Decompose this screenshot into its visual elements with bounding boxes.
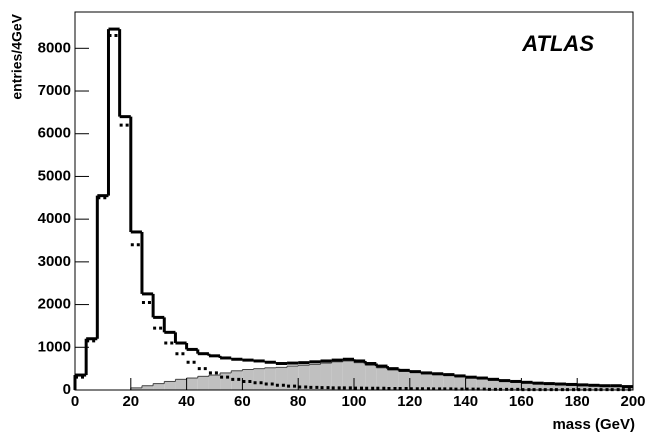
histogram-bar <box>554 384 567 390</box>
histogram-bar <box>231 370 243 390</box>
histogram-bar <box>387 369 399 390</box>
histogram-bar <box>141 385 154 390</box>
x-tick-label: 200 <box>620 393 645 410</box>
x-tick-label: 60 <box>234 393 251 410</box>
x-tick-label: 160 <box>509 393 534 410</box>
histogram-bar <box>264 367 276 390</box>
histogram-bar <box>331 361 343 390</box>
histogram-bar <box>320 363 332 390</box>
y-tick-label: 5000 <box>38 167 71 184</box>
x-tick-label: 180 <box>565 393 590 410</box>
histogram-bar <box>409 372 421 390</box>
y-tick-label: 2000 <box>38 296 71 313</box>
annotation: ATLAS <box>521 31 594 56</box>
x-tick-label: 100 <box>341 393 366 410</box>
x-axis-label: mass (GeV) <box>552 416 635 433</box>
histogram-bar <box>309 364 321 390</box>
histogram-bar <box>487 380 500 390</box>
histogram-bar <box>287 366 299 390</box>
histogram-bar <box>543 384 555 390</box>
histogram-bar <box>532 383 544 390</box>
y-tick-label: 0 <box>63 381 71 398</box>
histogram-bar <box>432 374 444 390</box>
histogram-bar <box>454 376 466 390</box>
histogram-bar <box>376 367 388 390</box>
histogram-bar <box>566 384 578 390</box>
histogram-bar <box>510 382 522 390</box>
histogram-bar <box>610 386 622 390</box>
histogram-bar <box>443 375 455 390</box>
histogram-bar <box>599 386 611 390</box>
histogram-bar <box>242 369 254 390</box>
histogram-bar <box>588 385 600 390</box>
x-tick-label: 80 <box>290 393 307 410</box>
y-tick-label: 1000 <box>38 338 71 355</box>
histogram-bar <box>621 387 633 390</box>
histogram-bar <box>253 368 265 390</box>
histogram-bar <box>398 371 410 390</box>
x-tick-label: 0 <box>71 393 79 410</box>
x-tick-label: 20 <box>122 393 139 410</box>
histogram-bar <box>153 383 165 390</box>
y-axis-label: entries/4GeV <box>9 13 25 99</box>
y-tick-label: 6000 <box>38 125 71 142</box>
y-tick-label: 3000 <box>38 253 71 270</box>
y-tick-label: 8000 <box>38 39 71 56</box>
histogram-bar <box>577 385 589 390</box>
histogram-bar <box>275 367 288 390</box>
histogram-bar <box>186 378 198 390</box>
histogram-bar <box>499 381 511 390</box>
y-tick-label: 7000 <box>38 82 71 99</box>
histogram-bar <box>420 373 433 390</box>
histogram-bar <box>164 381 176 390</box>
histogram-bar <box>465 378 477 390</box>
histogram-bar <box>298 365 310 390</box>
histogram-bar <box>130 387 142 390</box>
x-tick-label: 120 <box>397 393 422 410</box>
histogram-bar <box>476 378 488 390</box>
histogram-bar <box>220 372 232 390</box>
x-tick-label: 140 <box>453 393 478 410</box>
histogram-bar <box>197 376 209 390</box>
histogram-bar <box>208 375 221 390</box>
histogram-bar <box>175 379 187 390</box>
y-tick-label: 4000 <box>38 210 71 227</box>
histogram-bar <box>342 360 354 390</box>
histogram-bar <box>365 365 377 390</box>
x-tick-label: 40 <box>178 393 195 410</box>
histogram-bar <box>521 382 533 390</box>
histogram-bar <box>354 362 366 390</box>
